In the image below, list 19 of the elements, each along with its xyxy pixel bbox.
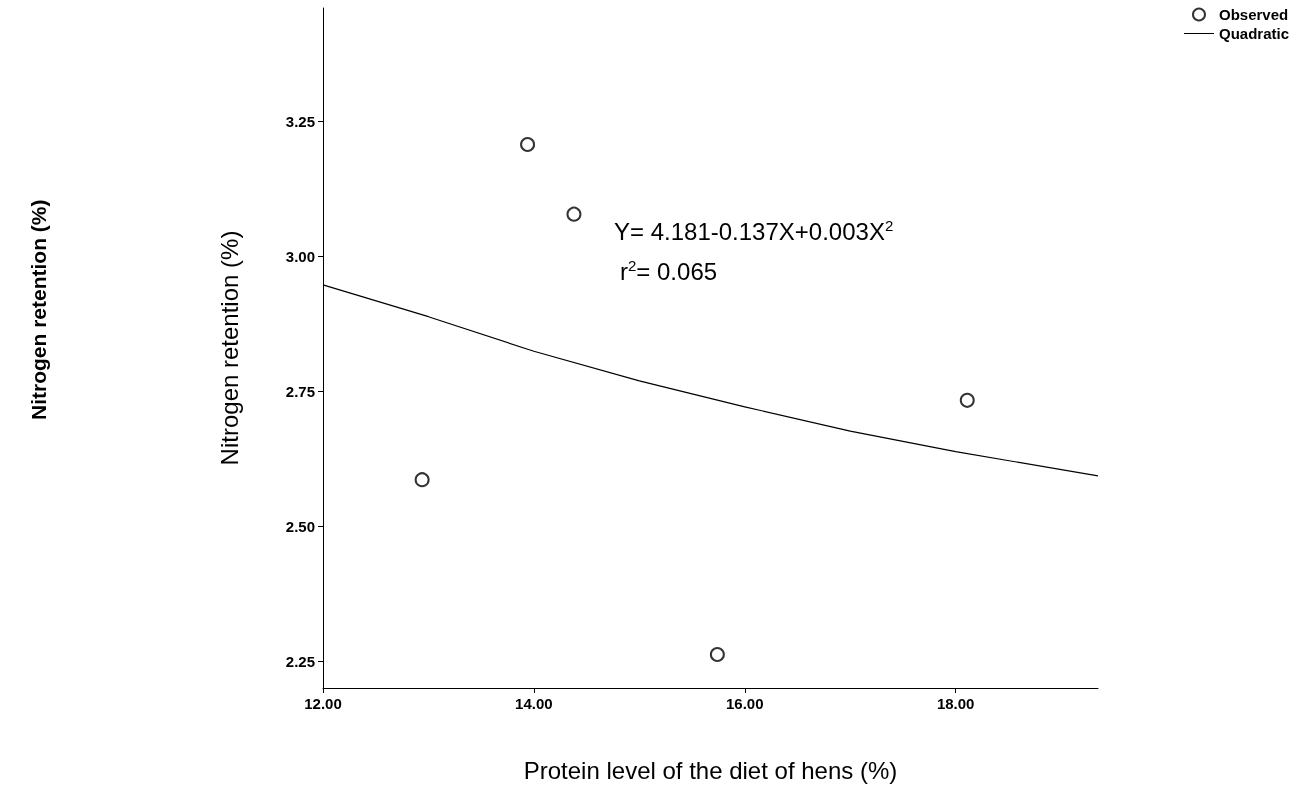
y-tick-label: 3.00 <box>285 247 315 265</box>
x-axis-title: Protein level of the diet of hens (%) <box>523 756 898 784</box>
x-tick-label: 16.00 <box>726 695 764 712</box>
text: Nitrogen retention (%) <box>27 199 50 420</box>
y-tick-label: 2.50 <box>285 517 315 535</box>
point <box>709 647 725 663</box>
x-tick-label: 14.00 <box>515 695 553 712</box>
x-tick-label: 12.00 <box>304 695 342 712</box>
legend-label: Quadratic <box>1218 25 1290 42</box>
point <box>959 392 975 408</box>
x-tick-label: 18.00 <box>936 695 975 712</box>
point <box>566 206 582 222</box>
point <box>414 472 430 488</box>
point <box>520 137 536 153</box>
legend-label: Observed <box>1218 6 1289 23</box>
y-axis-title: Nitrogen retention (%) <box>215 230 243 466</box>
y-tick-label: 3.25 <box>285 112 315 130</box>
y-tick-label: 2.25 <box>285 652 315 670</box>
y-tick-label: 2.75 <box>285 382 315 400</box>
